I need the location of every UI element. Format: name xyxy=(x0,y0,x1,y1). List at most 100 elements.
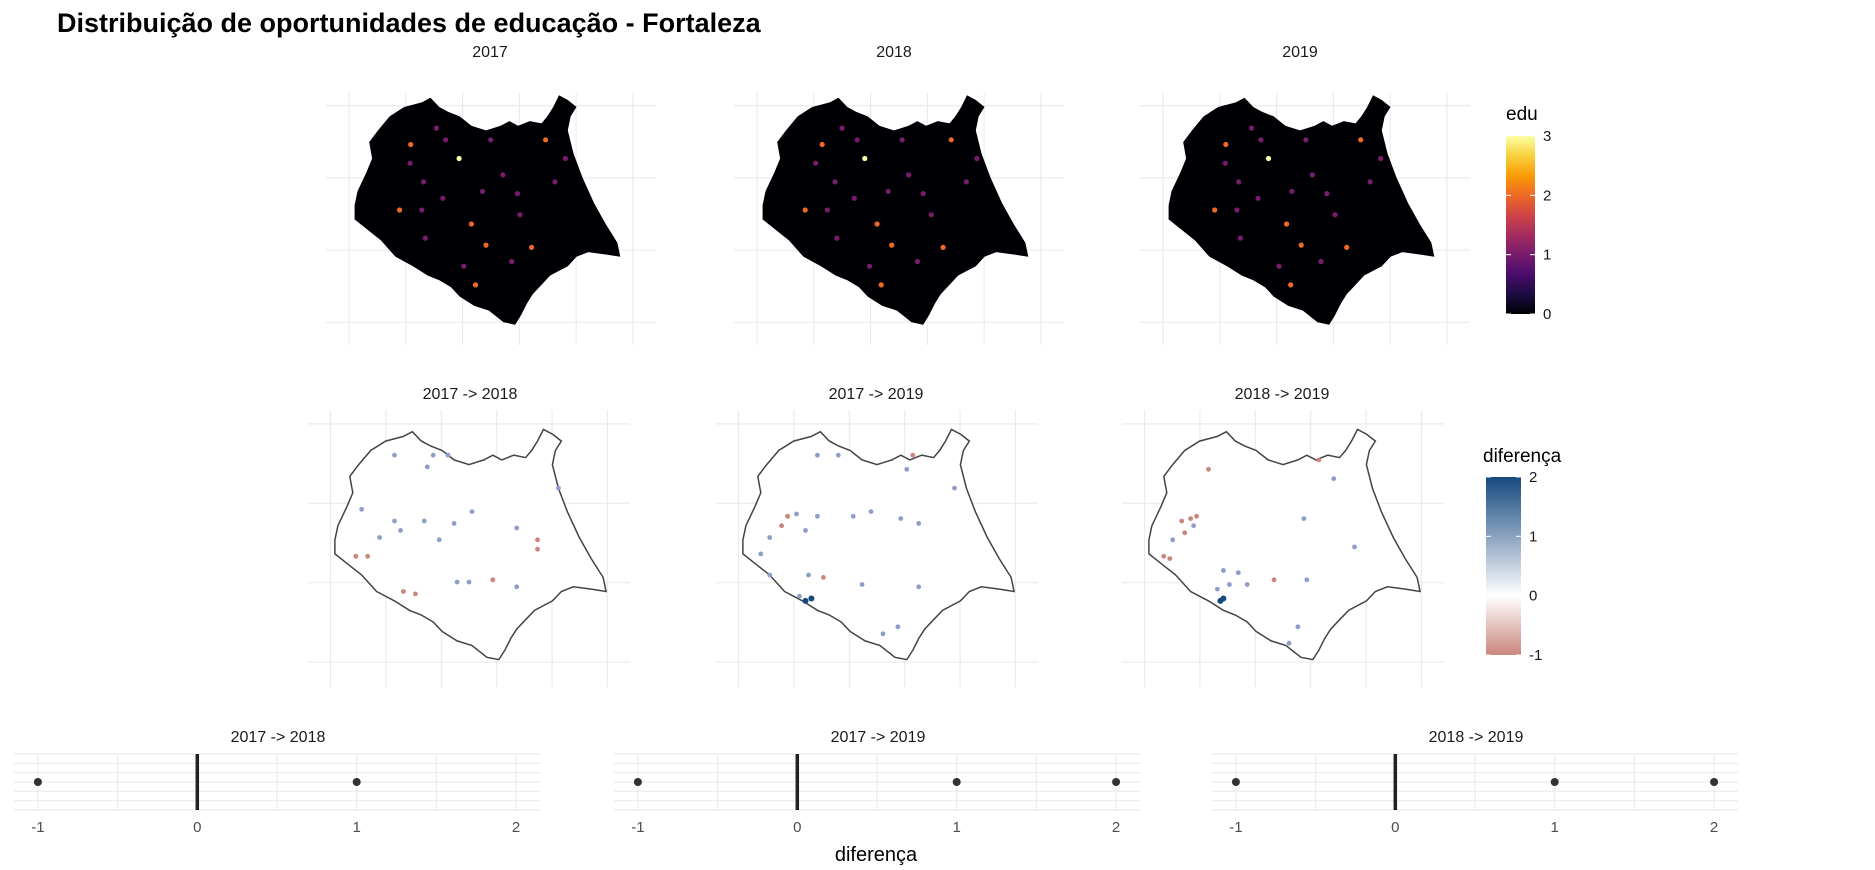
city-outline xyxy=(742,428,1016,661)
edu-cell xyxy=(940,244,946,250)
edu-cell xyxy=(866,263,873,269)
edu-legend: edu 0 1 2 3 xyxy=(1506,104,1551,323)
x-axis-title: diferença xyxy=(835,844,918,866)
edu-cell xyxy=(443,137,449,143)
x-tick-label: 1 xyxy=(953,819,961,836)
diff-cell xyxy=(850,513,856,519)
diff-cell xyxy=(1215,586,1220,592)
diff-cell xyxy=(1301,516,1307,521)
edu-cell xyxy=(408,141,414,148)
legend-tick-label: 1 xyxy=(1529,528,1537,545)
diff-strip-panel: 2017 -> 2018 -1 0 1 2 xyxy=(14,729,540,836)
diff-cell xyxy=(392,452,397,458)
diff-cell xyxy=(767,572,773,578)
edu-cell xyxy=(552,179,558,185)
edu-cell xyxy=(562,155,569,162)
panel-strip-label: 2018 -> 2019 xyxy=(1429,729,1524,746)
x-tick-label: 2 xyxy=(1710,819,1718,836)
chart-title: Distribuição de oportunidades de educaçã… xyxy=(57,8,762,38)
diff-cell xyxy=(1220,595,1227,602)
diff-cell xyxy=(1188,516,1193,521)
diff-cell xyxy=(451,521,457,526)
edu-cell xyxy=(1223,141,1229,148)
edu-cell xyxy=(1265,155,1272,162)
diff-cell xyxy=(1221,568,1226,573)
edu-cell xyxy=(885,188,891,194)
legend-tick-label: 1 xyxy=(1543,247,1551,264)
city-area xyxy=(1168,95,1435,325)
edu-cell xyxy=(963,179,970,185)
diff-strip-panel: 2017 -> 2019 -1 0 1 2 xyxy=(614,729,1140,836)
diff-cell xyxy=(785,513,790,519)
edu-cell xyxy=(824,207,831,213)
edu-cell xyxy=(1318,258,1324,265)
diff-cell xyxy=(1295,624,1301,630)
edu-cell xyxy=(906,172,912,178)
edu-cell xyxy=(420,179,427,185)
edu-maps-row: 2017 2018 2019 xyxy=(326,44,1470,345)
legend-tick-label: 2 xyxy=(1543,187,1551,204)
panel-strip-label: 2017 xyxy=(472,44,508,61)
diff-cell xyxy=(514,525,520,531)
city-outline xyxy=(334,428,608,661)
edu-cell xyxy=(878,282,884,288)
diff-cell xyxy=(398,528,403,533)
edu-cell xyxy=(1248,125,1255,131)
edu-cell xyxy=(468,221,474,227)
panel-strip-label: 2019 xyxy=(1282,44,1318,61)
edu-cell xyxy=(479,188,486,194)
x-tick-label: 0 xyxy=(793,819,801,836)
diff-cell xyxy=(803,528,808,533)
edu-cell xyxy=(1236,179,1242,185)
edu-map-panel: 2019 xyxy=(1140,44,1470,345)
diff-cell xyxy=(377,535,382,540)
diff-cell xyxy=(469,509,475,514)
edu-cell xyxy=(433,125,439,131)
edu-cell xyxy=(407,160,413,166)
edu-cell xyxy=(472,282,479,288)
x-tick-label: 1 xyxy=(353,819,361,836)
edu-cell xyxy=(461,263,467,269)
edu-cell xyxy=(834,235,840,241)
edu-cell xyxy=(1237,235,1243,241)
diff-cell xyxy=(401,589,406,594)
diff-cell xyxy=(430,452,436,458)
panel-strip-label: 2017 -> 2019 xyxy=(831,729,926,746)
edu-cell xyxy=(1284,221,1290,227)
diff-cell xyxy=(904,466,910,472)
diff-cell xyxy=(779,523,784,529)
panel-strip-label: 2017 -> 2018 xyxy=(423,386,518,403)
edu-cell xyxy=(517,212,523,218)
edu-map-panel: 2017 xyxy=(326,44,656,345)
diff-maps-row: 2017 -> 2018 2017 -> 2019 2018 -> 2019 xyxy=(308,386,1444,687)
diff-cell xyxy=(1194,513,1199,519)
diff-cell xyxy=(535,546,540,552)
legend-colorbar xyxy=(1486,477,1521,655)
edu-cell xyxy=(397,207,403,213)
diff-cell xyxy=(353,553,359,559)
diff-cell xyxy=(359,506,365,512)
edu-cell xyxy=(1309,172,1315,178)
edu-cell xyxy=(1298,242,1304,248)
legend-tick-label: 0 xyxy=(1529,588,1537,605)
diff-strip-panel: 2018 -> 2019 -1 0 1 2 xyxy=(1212,729,1738,836)
legend-tick-label: 0 xyxy=(1543,306,1551,323)
edu-cell xyxy=(1258,137,1264,143)
edu-cell xyxy=(1255,195,1261,201)
diff-point xyxy=(1710,778,1719,786)
diff-cell xyxy=(1331,476,1337,482)
edu-cell xyxy=(1344,244,1350,250)
diff-point xyxy=(952,778,961,786)
diff-cell xyxy=(1191,523,1196,529)
diff-cell xyxy=(514,584,520,590)
diferenca-legend: diferença -1 0 1 2 xyxy=(1483,446,1562,664)
diff-cell xyxy=(490,577,496,583)
legend-tick-label: 3 xyxy=(1543,128,1551,145)
edu-cell xyxy=(899,137,905,143)
edu-cell xyxy=(529,244,535,250)
edu-cell xyxy=(456,155,462,162)
edu-cell xyxy=(819,141,825,148)
diff-cell xyxy=(466,579,472,585)
legend-title: diferença xyxy=(1483,446,1562,467)
